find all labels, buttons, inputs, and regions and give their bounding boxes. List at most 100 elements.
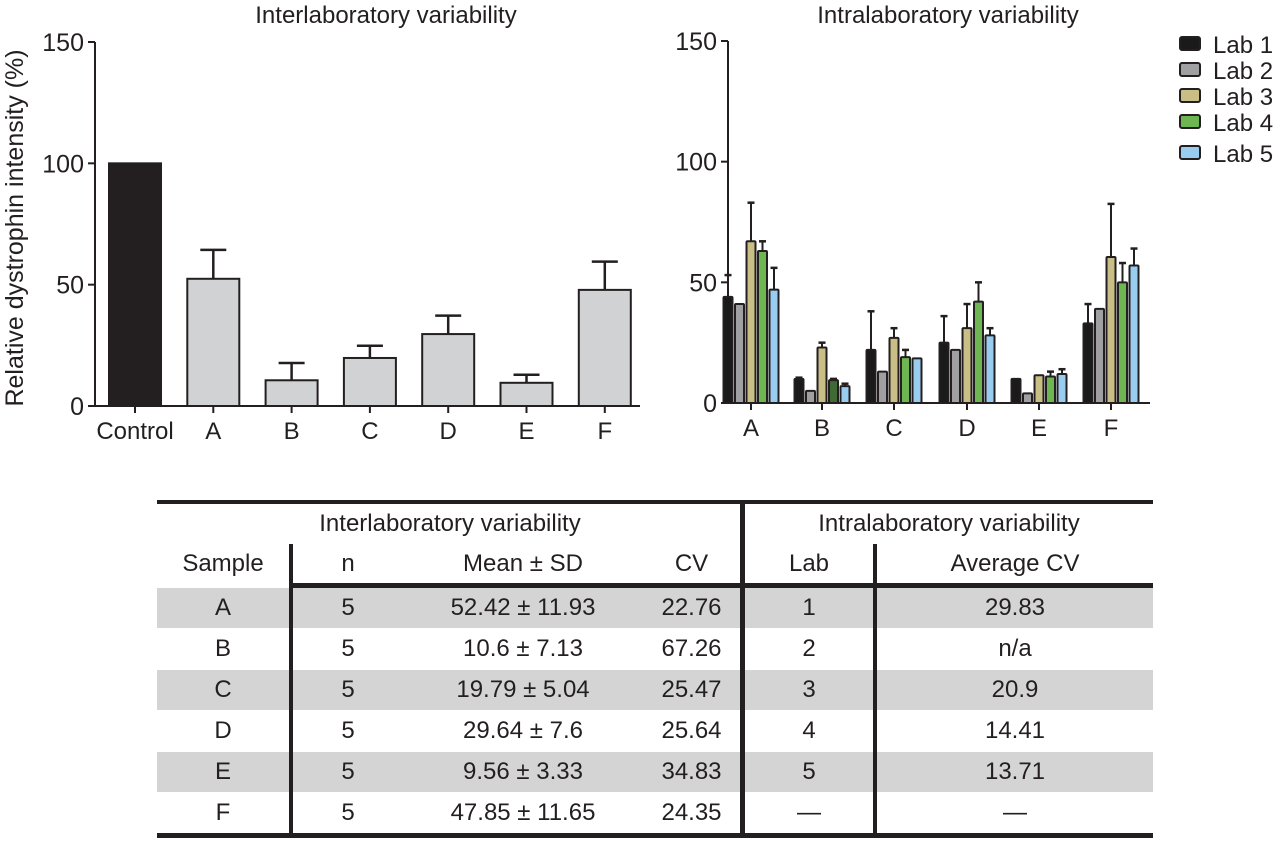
y-tick-label: 100 (675, 149, 717, 177)
x-tick-label: C (885, 415, 902, 442)
cell-avg-cv: 13.71 (984, 758, 1046, 785)
legend-item-lab3: Lab 3 (1179, 84, 1273, 111)
cell-avg-cv: 14.41 (984, 717, 1046, 744)
bar-b-lab2 (805, 389, 816, 404)
table-divider-lab (873, 544, 877, 838)
intralab-bars (722, 201, 1140, 405)
bar-c-lab3 (888, 336, 900, 404)
bar-d (421, 333, 476, 408)
cell-mean-sd: 9.56 ± 3.33 (463, 758, 583, 785)
row-shading (157, 588, 1153, 628)
bar-f-lab5 (1128, 264, 1140, 404)
bar-f-lab2 (1094, 307, 1105, 405)
y-tick-label: 0 (70, 393, 84, 421)
x-tick-label: C (361, 418, 378, 445)
x-tick-label: B (814, 415, 830, 442)
legend-item-lab4: Lab 4 (1179, 110, 1273, 137)
interlab-axes: 0 50 100 150 Control A B C D E F (42, 29, 640, 445)
y-tick-label: 100 (42, 150, 84, 178)
x-tick-label: Control (96, 418, 173, 445)
bar-d-lab3 (961, 327, 973, 405)
cell-lab: 1 (802, 594, 816, 621)
row-shading (157, 670, 1153, 710)
bar-c-lab2 (877, 370, 888, 405)
legend-label: Lab 4 (1213, 110, 1273, 137)
legend-swatch (1179, 145, 1201, 160)
bar-d-lab1 (938, 341, 950, 404)
cell-sample: A (214, 594, 231, 621)
bar-f-lab3 (1105, 255, 1117, 405)
bar-c (342, 356, 397, 407)
cell-avg-cv: 20.9 (991, 676, 1039, 703)
cell-mean-sd: 10.6 ± 7.13 (463, 635, 583, 662)
x-tick-label: F (1104, 415, 1119, 442)
bar-a-lab5 (768, 288, 780, 404)
x-tick-label: E (518, 418, 534, 445)
bar-e-lab3 (1033, 374, 1045, 405)
bar-a-lab4 (757, 249, 768, 404)
cell-sample: F (215, 799, 231, 826)
cell-n: 5 (341, 717, 355, 744)
cell-mean-sd: 29.64 ± 7.6 (463, 717, 583, 744)
bar-e-lab2 (1022, 392, 1033, 405)
bar-c-lab1 (865, 348, 877, 405)
cell-n: 5 (341, 594, 355, 621)
table-top-rule (157, 500, 1153, 504)
bar-b-lab3 (816, 346, 828, 405)
legend-label: Lab 2 (1213, 58, 1273, 85)
intra-section-title: Intralaboratory variability (818, 510, 1080, 537)
header-mean-sd: Mean ± SD (463, 550, 583, 577)
legend-swatch (1179, 62, 1201, 77)
cell-mean-sd: 19.79 ± 5.04 (456, 676, 590, 703)
bar-d-lab5 (984, 334, 996, 404)
bar-a-lab2 (734, 303, 745, 405)
interlab-chart-title: Interlaboratory variability (255, 2, 516, 29)
x-tick-label: D (440, 418, 457, 445)
cell-avg-cv: n/a (998, 635, 1032, 662)
header-sample: Sample (182, 550, 264, 577)
cell-cv: 25.64 (661, 717, 722, 744)
cell-cv: 34.83 (661, 758, 722, 785)
cell-n: 5 (341, 758, 355, 785)
bar-e (499, 381, 554, 407)
cell-cv: 24.35 (661, 799, 722, 826)
legend-item-lab5: Lab 5 (1179, 141, 1273, 168)
bar-b-lab1 (793, 377, 805, 405)
header-lab: Lab (788, 550, 830, 577)
cell-mean-sd: 47.85 ± 11.65 (450, 799, 596, 826)
bar-e-lab5 (1056, 373, 1068, 405)
bar-a (186, 277, 241, 407)
table-bottom-rule (157, 833, 1153, 838)
cell-n: 5 (341, 635, 355, 662)
bar-f (577, 288, 632, 407)
cell-n: 5 (341, 676, 355, 703)
legend-label: Lab 1 (1213, 32, 1273, 59)
cell-sample: E (214, 758, 231, 785)
cell-cv: 67.26 (661, 635, 722, 662)
x-tick-label: B (284, 418, 300, 445)
header-average-cv: Average CV (950, 550, 1080, 577)
table-divider-sample (289, 544, 293, 838)
bar-f-lab4 (1117, 281, 1128, 405)
bar-f-lab1 (1082, 322, 1094, 404)
intralab-chart-title: Intralaboratory variability (817, 2, 1078, 29)
interlab-bars (108, 162, 632, 408)
charts-figure: Interlaboratory variability Relative dys… (1, 2, 1273, 445)
header-cv: CV (674, 550, 709, 577)
cell-lab: 2 (802, 635, 816, 662)
bar-b-lab5 (839, 385, 851, 404)
legend-swatch (1179, 88, 1201, 103)
bar-c-lab5 (911, 357, 923, 404)
cell-lab: — (797, 799, 821, 826)
legend-label: Lab 5 (1213, 141, 1273, 168)
bar-a-lab1 (722, 295, 734, 404)
bar-control (108, 162, 162, 407)
cell-sample: B (214, 635, 231, 662)
legend-swatch (1179, 114, 1201, 129)
cell-cv: 22.76 (661, 594, 722, 621)
cell-sample: D (214, 717, 232, 744)
bar-e-lab1 (1010, 377, 1022, 405)
cell-avg-cv: 29.83 (984, 594, 1046, 621)
intralab-chart: Intralaboratory variability 0 50 100 150 A B C… (675, 2, 1273, 442)
